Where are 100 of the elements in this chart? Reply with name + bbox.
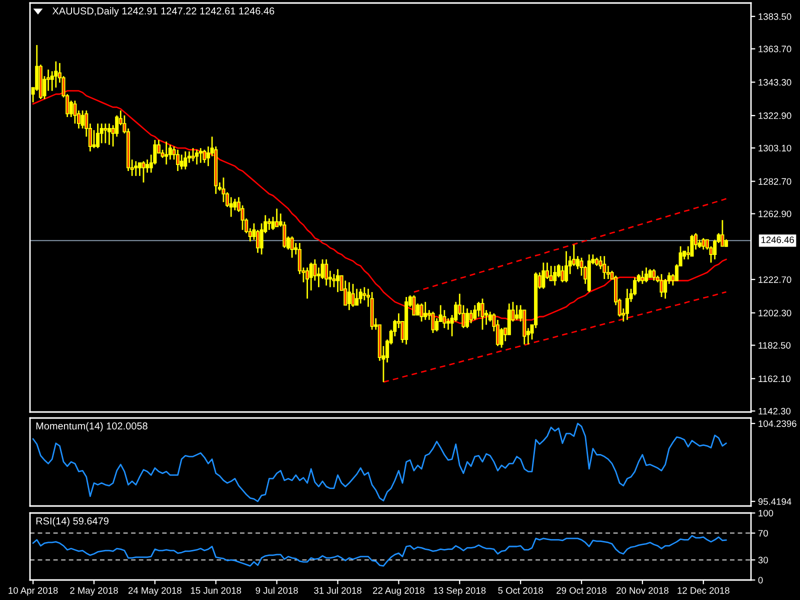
x-tick-label: 20 Nov 2018 xyxy=(616,587,668,594)
candlestick xyxy=(473,304,477,321)
candlestick xyxy=(500,327,504,348)
candlestick xyxy=(316,266,320,288)
candlestick xyxy=(480,298,484,330)
candlestick xyxy=(720,219,724,247)
y-tick-label: 0 xyxy=(758,576,763,584)
candlestick xyxy=(660,273,664,298)
x-tick-label: 24 May 2018 xyxy=(128,587,182,596)
y-tick-label: 100 xyxy=(758,510,774,516)
candlestick xyxy=(469,309,473,324)
candlestick xyxy=(306,266,310,300)
candlestick xyxy=(80,110,84,130)
y-tick-label: 95.4194 xyxy=(758,498,792,505)
y-tick-label: 1303.10 xyxy=(758,144,792,152)
candlestick xyxy=(549,265,553,282)
x-tick-label: 12 Dec 2018 xyxy=(678,587,730,594)
candlestick xyxy=(164,140,168,166)
y-tick-label: 1162.10 xyxy=(758,376,791,382)
candlestick xyxy=(180,154,184,170)
candlestick xyxy=(100,122,104,144)
candlestick xyxy=(640,270,644,285)
y-tick-label: 1202.30 xyxy=(758,310,792,316)
candlestick xyxy=(602,255,606,280)
candlestick xyxy=(138,162,142,177)
candlestick xyxy=(355,288,359,306)
candlestick xyxy=(176,149,180,172)
y-tick-label: 30 xyxy=(758,556,768,564)
candlestick xyxy=(222,176,226,203)
x-tick-label: 10 Apr 2018 xyxy=(8,587,58,596)
candlestick xyxy=(347,282,351,311)
y-tick-label: 1383.50 xyxy=(758,13,792,20)
candlestick xyxy=(184,150,188,170)
candlestick xyxy=(198,147,202,164)
candlestick xyxy=(146,158,150,174)
candlestick xyxy=(336,268,340,293)
candlestick xyxy=(73,100,77,124)
candlestick xyxy=(351,283,355,308)
candlestick xyxy=(134,160,138,177)
y-tick-label: 1282.70 xyxy=(758,178,792,185)
candlestick xyxy=(465,308,470,329)
candlestick xyxy=(54,60,58,88)
candlestick xyxy=(553,265,557,286)
chart-title: Momentum(14) 102.0058 xyxy=(36,422,148,432)
candlestick xyxy=(290,236,294,258)
y-tick-label: 1182.50 xyxy=(758,342,791,349)
ref-line-label: 1246.46 xyxy=(761,236,794,244)
candlestick xyxy=(652,268,656,282)
candlestick xyxy=(332,273,336,288)
candlestick xyxy=(690,234,694,257)
y-tick-label: 1322.90 xyxy=(758,112,792,120)
x-tick-label: 22 Aug 2018 xyxy=(373,587,424,596)
x-tick-label: 15 Jun 2018 xyxy=(190,587,242,594)
candlestick xyxy=(191,147,195,162)
candlestick xyxy=(442,309,446,329)
y-tick-label: 1262.90 xyxy=(758,210,792,218)
candlestick xyxy=(107,122,111,146)
x-tick-label: 29 Oct 2018 xyxy=(556,587,606,594)
x-tick-label: 2 May 2018 xyxy=(70,587,118,596)
candlestick xyxy=(195,149,199,166)
candlestick xyxy=(542,262,546,290)
candlestick xyxy=(229,196,233,218)
y-tick-label: 1363.70 xyxy=(758,46,792,52)
candlestick xyxy=(358,288,362,304)
candlestick xyxy=(275,208,279,228)
line-series xyxy=(382,291,727,383)
candlestick xyxy=(644,266,648,283)
x-tick-label: 31 Jul 2018 xyxy=(314,586,362,594)
y-tick-label: 104.2396 xyxy=(758,420,796,427)
candlestick xyxy=(476,301,480,318)
candlestick xyxy=(168,144,172,160)
y-tick-label: 70 xyxy=(758,530,768,537)
chart-title: XAUUSD,Daily 1242.91 1247.22 1242.61 1246.46 xyxy=(52,7,274,16)
candlestick xyxy=(625,288,629,321)
candlestick xyxy=(271,216,275,231)
y-tick-label: 1142.30 xyxy=(758,408,791,414)
candlestick xyxy=(420,302,424,322)
candlestick xyxy=(202,149,206,164)
candlestick xyxy=(446,318,450,330)
candlestick xyxy=(142,160,146,184)
y-tick-label: 1222.70 xyxy=(758,276,792,283)
line-series xyxy=(413,198,727,293)
candlestick xyxy=(560,265,564,283)
y-tick-label: 1343.30 xyxy=(758,79,792,86)
chart-title: RSI(14) 59.6479 xyxy=(36,517,108,526)
candlestick xyxy=(564,250,568,283)
candlestick xyxy=(324,258,328,286)
line-series xyxy=(32,535,727,567)
candlestick xyxy=(431,311,435,334)
candlestick xyxy=(104,122,108,144)
x-tick-label: 5 Oct 2018 xyxy=(498,587,543,594)
candlestick xyxy=(92,129,96,149)
candlestick xyxy=(424,301,428,321)
candlestick xyxy=(514,304,519,321)
x-tick-label: 9 Jul 2018 xyxy=(256,586,298,594)
candlestick xyxy=(96,122,100,149)
x-tick-label: 13 Sep 2018 xyxy=(434,587,486,596)
candlestick xyxy=(702,237,706,250)
candlestick xyxy=(267,218,271,231)
line-series xyxy=(32,422,727,502)
